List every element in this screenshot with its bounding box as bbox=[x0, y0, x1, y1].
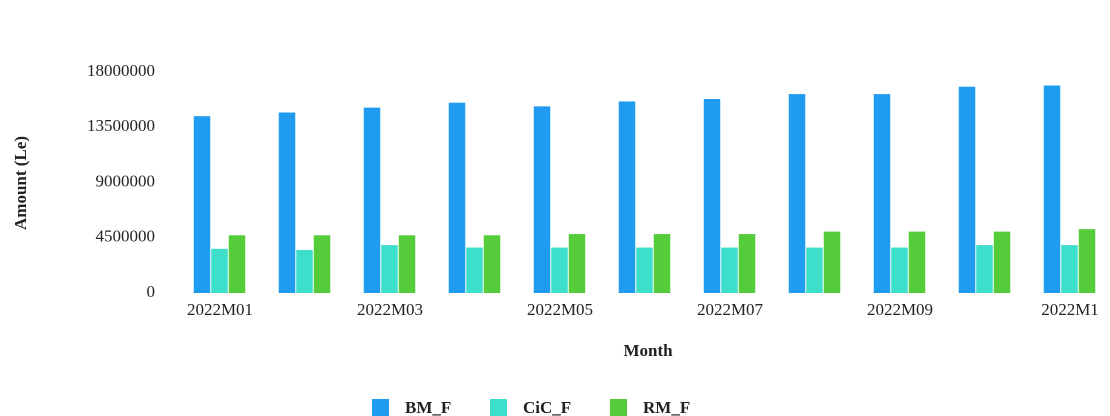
bar bbox=[313, 235, 331, 293]
bar bbox=[381, 245, 398, 293]
bar bbox=[618, 101, 636, 293]
bar bbox=[363, 107, 381, 293]
bar bbox=[193, 116, 211, 293]
legend-swatch bbox=[372, 399, 389, 416]
x-tick-label: 2022M09 bbox=[867, 300, 933, 319]
x-tick-label: 2022M03 bbox=[357, 300, 423, 319]
bar bbox=[636, 247, 653, 293]
bar bbox=[788, 94, 806, 293]
bar bbox=[568, 234, 586, 293]
bar bbox=[653, 234, 671, 293]
bar bbox=[1043, 85, 1061, 293]
y-axis-label: Amount (Le) bbox=[11, 136, 30, 230]
bar bbox=[703, 99, 721, 293]
bar bbox=[278, 112, 296, 294]
bar bbox=[738, 234, 756, 293]
x-tick-label: 2022M1 bbox=[1041, 300, 1099, 319]
bar bbox=[721, 247, 738, 293]
legend-swatch bbox=[490, 399, 507, 416]
bar bbox=[398, 235, 416, 293]
bar bbox=[228, 235, 246, 293]
x-tick-label: 2022M01 bbox=[187, 300, 253, 319]
bar bbox=[296, 250, 313, 293]
bar bbox=[908, 231, 926, 293]
y-tick-label: 4500000 bbox=[96, 227, 156, 246]
bar bbox=[1061, 245, 1078, 293]
x-axis-label: Month bbox=[623, 341, 673, 360]
bar bbox=[533, 106, 551, 293]
bar bbox=[466, 247, 483, 293]
bar bbox=[448, 102, 466, 293]
bar bbox=[823, 231, 841, 293]
y-tick-label: 9000000 bbox=[96, 171, 156, 190]
y-tick-label: 0 bbox=[147, 282, 156, 301]
bar bbox=[873, 94, 891, 293]
bar bbox=[551, 247, 568, 293]
bar bbox=[1078, 229, 1096, 293]
x-tick-label: 2022M07 bbox=[697, 300, 764, 319]
y-tick-label: 18000000 bbox=[87, 61, 155, 80]
bar bbox=[483, 235, 501, 293]
legend-label: RM_F bbox=[643, 398, 690, 416]
bar bbox=[958, 86, 976, 293]
x-tick-label: 2022M05 bbox=[527, 300, 593, 319]
y-tick-label: 13500000 bbox=[87, 116, 155, 135]
legend-swatch bbox=[610, 399, 627, 416]
bar bbox=[891, 247, 908, 293]
legend-label: CiC_F bbox=[523, 398, 571, 416]
legend-label: BM_F bbox=[405, 398, 451, 416]
bar bbox=[976, 245, 993, 293]
bar bbox=[211, 248, 228, 293]
bar bbox=[993, 231, 1011, 293]
bar bbox=[806, 247, 823, 293]
